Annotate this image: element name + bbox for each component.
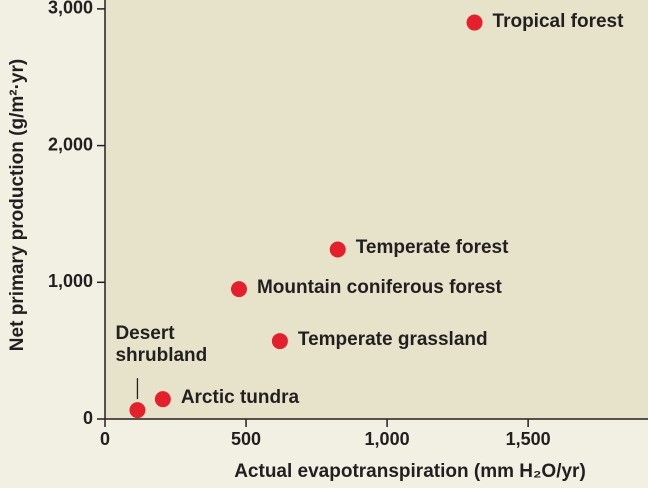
x-tick-label: 0 (100, 429, 110, 449)
point (230, 281, 247, 298)
point-label: Temperate forest (355, 237, 509, 259)
point-label: Desert shrubland (115, 323, 208, 367)
point (271, 333, 288, 350)
point (154, 391, 171, 408)
y-tick-label: 0 (83, 408, 93, 428)
point-label: Mountain coniferous forest (256, 277, 502, 299)
point-label: Temperate grassland (297, 329, 488, 351)
y-axis-label: Net primary production (g/m²·yr) (7, 59, 28, 351)
y-tick-label: 1,000 (48, 271, 93, 291)
x-tick-label: 1,000 (365, 429, 410, 449)
y-tick-label: 2,000 (48, 134, 93, 154)
point (329, 241, 346, 258)
x-tick-label: 1,500 (506, 429, 551, 449)
point-label: Arctic tundra (180, 387, 300, 409)
point-label: Tropical forest (492, 10, 624, 32)
y-tick-label: 3,000 (48, 0, 93, 18)
plot-area (105, 0, 648, 419)
x-axis-label: Actual evapotranspiration (mm H₂O/yr) (234, 461, 586, 482)
point (466, 14, 483, 31)
x-tick-label: 500 (231, 429, 261, 449)
point (129, 402, 146, 419)
